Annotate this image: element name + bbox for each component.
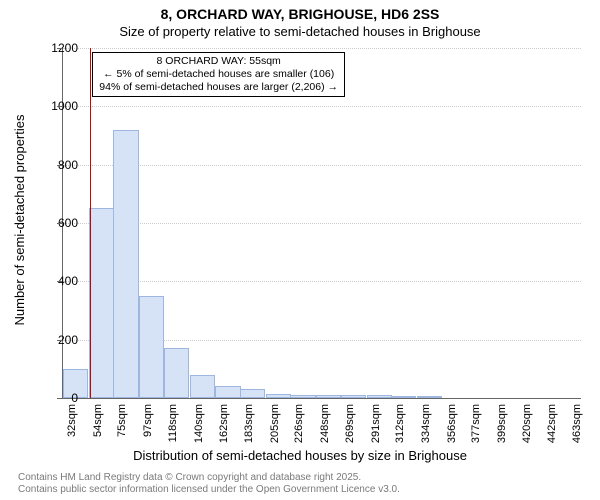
chart-container: 8, ORCHARD WAY, BRIGHOUSE, HD6 2SS Size … [0, 0, 600, 500]
x-tick-label: 97sqm [142, 404, 154, 437]
x-tick-label: 312sqm [394, 404, 406, 443]
grid-line [63, 281, 581, 282]
histogram-bar [316, 395, 341, 399]
x-tick-label: 75sqm [116, 404, 128, 437]
chart-title-line1: 8, ORCHARD WAY, BRIGHOUSE, HD6 2SS [0, 6, 600, 22]
histogram-bar [266, 394, 291, 398]
y-tick-label: 1200 [51, 41, 78, 55]
x-tick-label: 291sqm [370, 404, 382, 443]
histogram-bar [290, 395, 315, 399]
x-tick-label: 420sqm [521, 404, 533, 443]
attribution-line2: Contains public sector information licen… [18, 484, 400, 496]
x-axis-title: Distribution of semi-detached houses by … [0, 448, 600, 463]
histogram-bar [113, 130, 138, 398]
x-tick-label: 162sqm [218, 404, 230, 443]
x-tick-label: 356sqm [446, 404, 458, 443]
histogram-bar [240, 389, 265, 398]
x-tick-label: 442sqm [546, 404, 558, 443]
annotation-box: 8 ORCHARD WAY: 55sqm← 5% of semi-detache… [92, 52, 345, 97]
x-tick-label: 205sqm [269, 404, 281, 443]
y-tick-mark [57, 223, 62, 224]
x-tick-label: 54sqm [92, 404, 104, 437]
y-tick-mark [57, 106, 62, 107]
y-axis-title: Number of semi-detached properties [12, 115, 27, 326]
x-tick-label: 140sqm [193, 404, 205, 443]
y-tick-mark [57, 398, 62, 399]
x-tick-label: 183sqm [243, 404, 255, 443]
histogram-bar [391, 396, 416, 398]
marker-line [90, 48, 91, 398]
grid-line [63, 48, 581, 49]
chart-title-line2: Size of property relative to semi-detach… [0, 24, 600, 39]
x-tick-label: 334sqm [420, 404, 432, 443]
histogram-bar [341, 395, 366, 398]
grid-line [63, 106, 581, 107]
attribution-text: Contains HM Land Registry data © Crown c… [18, 472, 400, 496]
annotation-line: 94% of semi-detached houses are larger (… [99, 81, 338, 94]
y-tick-mark [57, 281, 62, 282]
histogram-bar [215, 386, 240, 398]
histogram-bar [139, 296, 164, 398]
x-tick-label: 226sqm [293, 404, 305, 443]
x-tick-label: 463sqm [571, 404, 583, 443]
x-tick-label: 269sqm [344, 404, 356, 443]
annotation-line: 8 ORCHARD WAY: 55sqm [99, 55, 338, 68]
grid-line [63, 223, 581, 224]
y-tick-mark [57, 340, 62, 341]
y-tick-label: 1000 [51, 99, 78, 113]
y-tick-label: 0 [71, 391, 78, 405]
y-tick-mark [57, 165, 62, 166]
y-tick-mark [57, 48, 62, 49]
histogram-bar [164, 348, 189, 398]
histogram-bar [190, 375, 215, 398]
x-tick-label: 118sqm [167, 404, 179, 442]
plot-area: 8 ORCHARD WAY: 55sqm← 5% of semi-detache… [62, 48, 581, 399]
histogram-bar [367, 395, 392, 398]
annotation-line: ← 5% of semi-detached houses are smaller… [99, 68, 338, 81]
attribution-line1: Contains HM Land Registry data © Crown c… [18, 472, 400, 484]
histogram-bar [89, 208, 114, 398]
histogram-bar [417, 396, 442, 398]
x-tick-label: 32sqm [66, 404, 78, 437]
x-tick-label: 377sqm [470, 404, 482, 443]
x-tick-label: 248sqm [319, 404, 331, 443]
grid-line [63, 165, 581, 166]
x-tick-label: 399sqm [496, 404, 508, 443]
